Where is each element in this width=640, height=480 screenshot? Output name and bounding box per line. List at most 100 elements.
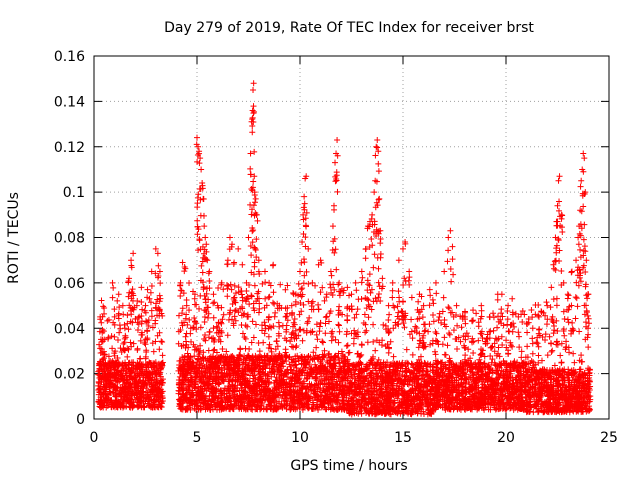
data-point [128,392,135,399]
data-point [113,359,120,366]
x-tick-label: 10 [291,430,309,446]
data-point [408,294,415,301]
data-point [145,374,152,381]
data-point [444,342,451,349]
data-point [403,346,410,353]
grid-lines [94,56,609,419]
data-point [154,390,161,397]
data-point [409,335,416,342]
data-point [105,334,112,341]
data-point [159,379,166,386]
data-point [125,361,132,368]
data-point [149,324,156,331]
x-tick-label: 20 [497,430,515,446]
data-point [97,394,104,401]
data-point [335,321,342,328]
data-point [445,330,452,337]
y-tick-label: 0 [76,412,85,428]
data-point [115,362,122,369]
data-point [390,353,397,360]
data-point [159,338,166,345]
data-point [112,404,119,411]
data-point [104,403,111,409]
data-point [124,320,131,327]
data-point [186,316,193,323]
data-point [110,373,117,380]
data-point [159,352,166,359]
data-point [422,327,429,334]
data-point [145,402,152,409]
data-point [105,391,112,398]
data-point [177,287,184,294]
data-point [364,339,371,346]
data-point [151,362,158,369]
data-point [128,359,135,366]
data-point [153,386,160,393]
data-point [138,363,145,370]
axis-ticks: 00.020.040.060.080.10.120.140.160 5 10 15 20… [54,49,618,446]
data-point [137,370,144,377]
data-point [157,403,164,410]
data-point [312,282,319,289]
data-point [153,378,160,385]
data-point [215,285,222,292]
data-point [299,337,306,344]
data-point [463,330,470,337]
data-point [143,364,150,371]
data-point [490,310,497,317]
data-point [97,404,104,411]
data-point [191,353,198,360]
data-point [346,349,353,356]
data-point [136,313,143,320]
data-point [108,403,115,410]
data-point [219,316,226,323]
y-tick-label: 0.02 [54,367,85,383]
data-point [148,363,155,370]
data-point [145,323,152,330]
data-point [155,398,162,405]
data-point [358,342,365,349]
data-point [242,322,249,329]
data-point [372,347,379,354]
x-tick-label: 15 [394,430,412,446]
data-point [415,298,422,305]
data-point [258,327,265,334]
data-point [158,338,165,345]
data-point [120,395,127,402]
data-point [96,389,103,396]
data-point [332,336,339,343]
data-point [201,319,208,326]
data-point [496,353,503,360]
data-point [127,381,134,388]
data-point [101,384,108,391]
data-point [146,370,153,377]
data-point [114,297,121,304]
data-point [156,329,163,336]
data-point [271,313,278,320]
data-point [137,355,144,362]
data-point [313,331,320,338]
data-point [128,396,135,403]
data-point [239,330,246,337]
data-point [96,365,103,372]
data-point [488,344,495,351]
data-point [119,384,126,391]
data-point [105,353,112,360]
chart-title: Day 279 of 2019, Rate Of TEC Index for r… [164,20,534,36]
data-point [177,293,184,300]
data-point [109,345,116,352]
data-point [291,358,298,365]
data-point [115,368,122,375]
data-point [503,337,510,344]
data-point [104,373,111,380]
data-point [134,326,141,333]
data-point [419,314,426,321]
data-point [248,339,255,346]
x-tick-label: 0 [90,430,99,446]
data-point [111,382,118,389]
data-point [284,317,291,324]
data-point [320,339,327,346]
data-point [273,338,280,345]
data-point [141,339,148,346]
